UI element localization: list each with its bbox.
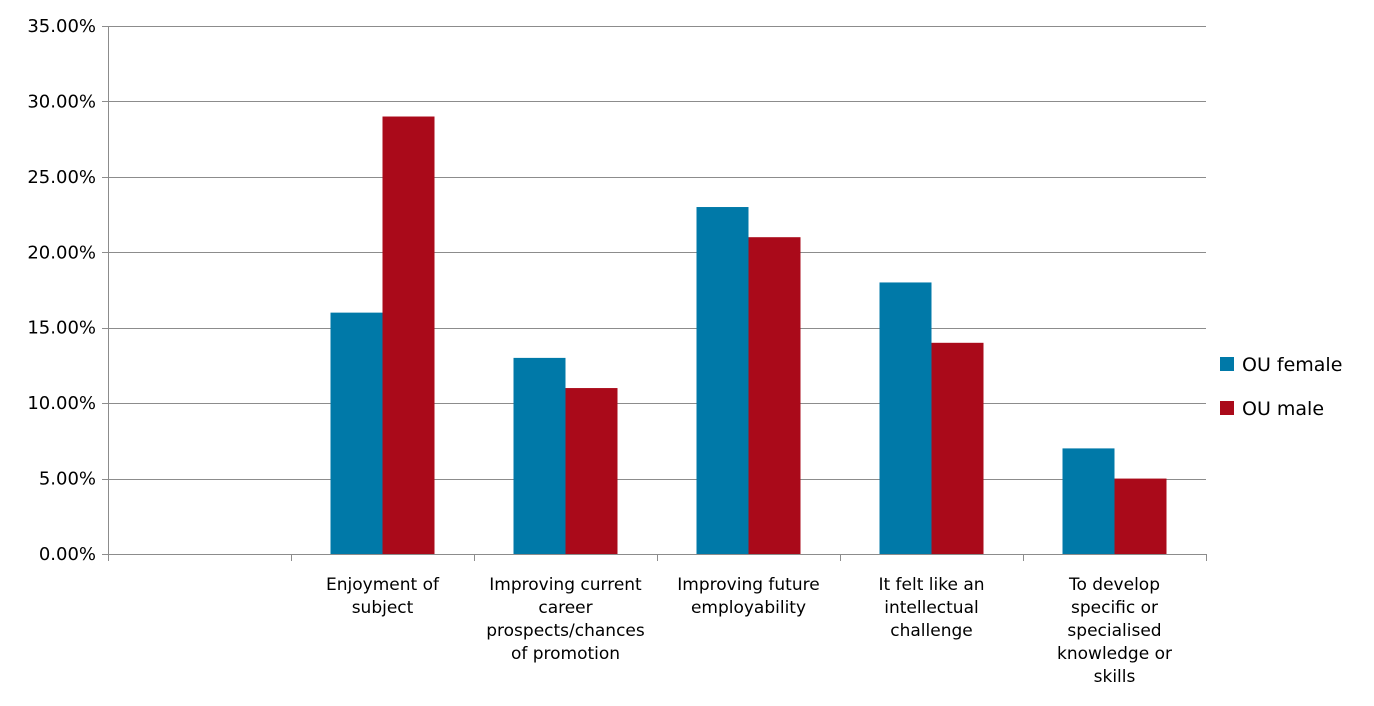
y-axis-tick-labels: 0.00% 5.00% 10.00% 15.00% 20.00% 25.00% 30.00%… — [27, 16, 96, 565]
bar-ou-female — [1062, 448, 1115, 554]
legend-swatch-ou-female — [1220, 357, 1234, 371]
bar-ou-female — [513, 357, 566, 554]
bar-ou-male — [748, 237, 801, 554]
legend-label-ou-female: OU female — [1242, 354, 1342, 376]
y-tick-label: 35.00% — [27, 16, 96, 37]
x-category-label: career — [538, 598, 592, 618]
x-axis-category-labels: Enjoyment of subject Improving current care… — [326, 575, 1172, 687]
x-category-label: prospects/chances — [486, 621, 645, 641]
x-category-label: challenge — [890, 621, 972, 641]
bar-ou-male — [565, 388, 618, 554]
bar-ou-female — [879, 282, 932, 554]
bar-ou-male — [1114, 478, 1167, 554]
x-category-label: To develop — [1068, 575, 1160, 595]
gridlines — [108, 26, 1206, 480]
legend: OU female OU male — [1220, 354, 1342, 420]
y-tick-label: 30.00% — [27, 91, 96, 112]
x-category-label: knowledge or — [1057, 644, 1172, 664]
bar-ou-female — [330, 312, 383, 554]
legend-label-ou-male: OU male — [1242, 398, 1324, 420]
y-tick-label: 25.00% — [27, 167, 96, 188]
x-category-label: Improving current — [489, 575, 642, 595]
x-category-label: specialised — [1067, 621, 1161, 641]
x-category-label: Enjoyment of — [326, 575, 440, 595]
bar-ou-male — [382, 116, 435, 554]
x-category-label: It felt like an — [878, 575, 984, 595]
axes — [102, 26, 1207, 561]
x-category-label: subject — [352, 598, 414, 618]
y-tick-label: 20.00% — [27, 242, 96, 263]
x-category-label: skills — [1094, 667, 1136, 687]
bars — [330, 116, 1167, 554]
y-tick-label: 15.00% — [27, 318, 96, 339]
x-category-label: employability — [691, 598, 806, 618]
x-category-label: intellectual — [884, 598, 978, 618]
y-tick-label: 10.00% — [27, 393, 96, 414]
y-tick-label: 5.00% — [39, 469, 96, 490]
x-category-label: Improving future — [677, 575, 819, 595]
x-category-label: of promotion — [511, 644, 620, 664]
y-tick-label: 0.00% — [39, 544, 96, 565]
x-category-label: specific or — [1071, 598, 1158, 618]
legend-swatch-ou-male — [1220, 401, 1234, 415]
bar-ou-male — [931, 342, 984, 554]
bar-ou-female — [696, 207, 749, 554]
